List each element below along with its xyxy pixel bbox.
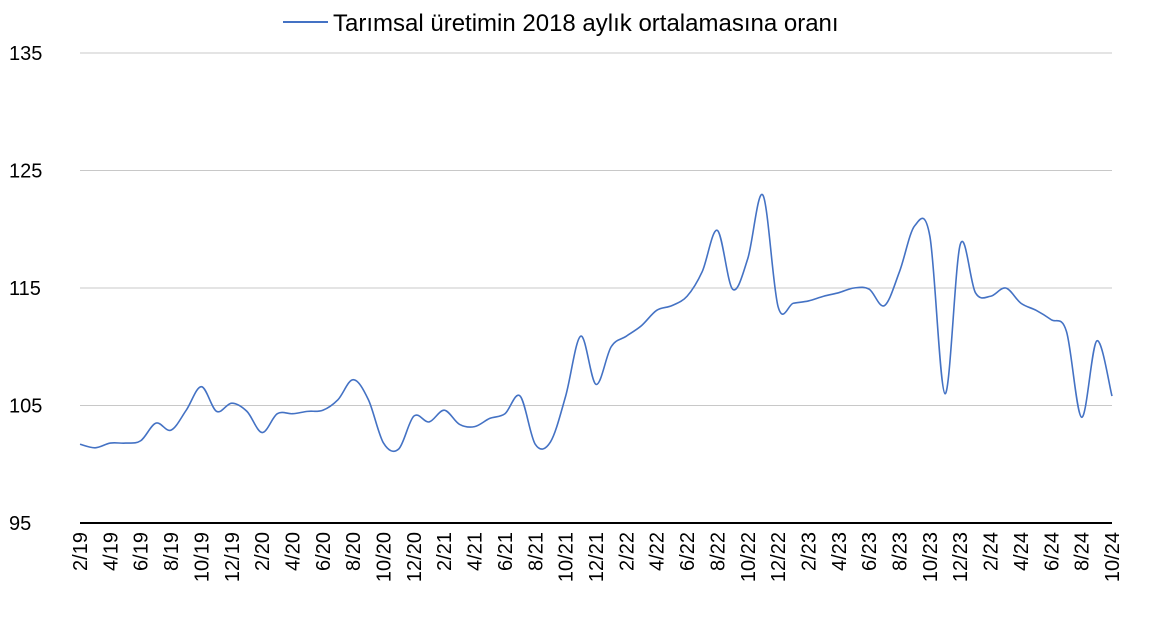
x-tick-label: 8/20 — [343, 532, 365, 571]
x-tick-label: 12/22 — [768, 532, 790, 582]
y-tick-label: 135 — [9, 43, 42, 65]
x-tick-label: 2/22 — [616, 532, 638, 571]
y-tick-label: 115 — [9, 278, 41, 300]
x-tick-label: 10/22 — [738, 532, 760, 582]
x-tick-label: 4/20 — [282, 532, 304, 571]
x-tick-label: 2/23 — [798, 532, 820, 571]
x-tick-label: 2/20 — [252, 532, 274, 571]
x-tick-label: 8/21 — [525, 532, 547, 571]
gridlines — [80, 52, 1112, 406]
x-tick-label: 2/21 — [434, 532, 456, 571]
x-tick-label: 8/22 — [707, 532, 729, 571]
legend-label: Tarımsal üretimin 2018 aylık ortalamasın… — [333, 10, 839, 37]
x-tick-label: 4/24 — [1011, 532, 1033, 571]
y-tick-label: 125 — [9, 161, 42, 183]
y-axis-tick-labels: 95 105 115 125 135 — [9, 43, 42, 535]
x-tick-label: 8/24 — [1072, 532, 1094, 571]
x-tick-label: 12/20 — [404, 532, 426, 582]
series-line — [79, 193, 1113, 453]
x-tick-label: 8/19 — [161, 532, 183, 571]
y-tick-label: 95 — [9, 513, 31, 535]
x-tick-label: 12/19 — [222, 532, 244, 582]
x-tick-label: 10/24 — [1102, 532, 1124, 582]
chart-legend: Tarımsal üretimin 2018 aylık ortalamasın… — [283, 10, 839, 37]
x-tick-label: 12/21 — [586, 532, 608, 582]
x-tick-label: 4/21 — [465, 532, 487, 571]
x-tick-label: 10/20 — [374, 532, 396, 582]
x-tick-label: 4/22 — [647, 532, 669, 571]
x-tick-label: 2/24 — [981, 532, 1003, 571]
x-tick-label: 4/23 — [829, 532, 851, 571]
x-tick-label: 6/24 — [1041, 532, 1063, 571]
x-tick-label: 10/23 — [920, 532, 942, 582]
x-tick-label: 10/19 — [191, 532, 213, 582]
x-tick-label: 6/21 — [495, 532, 517, 571]
x-tick-label: 6/20 — [313, 532, 335, 571]
x-axis-tick-labels: 2/19 4/19 6/19 8/19 10/19 12/19 2/20 4/20 6/20 8/… — [70, 532, 1124, 582]
x-tick-label: 6/23 — [859, 532, 881, 571]
x-tick-label: 2/19 — [70, 532, 92, 571]
x-tick-label: 6/19 — [131, 532, 153, 571]
x-tick-label: 6/22 — [677, 532, 699, 571]
x-tick-label: 8/23 — [890, 532, 912, 571]
y-tick-label: 105 — [9, 396, 42, 418]
x-tick-label: 4/19 — [100, 532, 122, 571]
x-tick-label: 12/23 — [950, 532, 972, 582]
x-tick-label: 10/21 — [556, 532, 578, 582]
